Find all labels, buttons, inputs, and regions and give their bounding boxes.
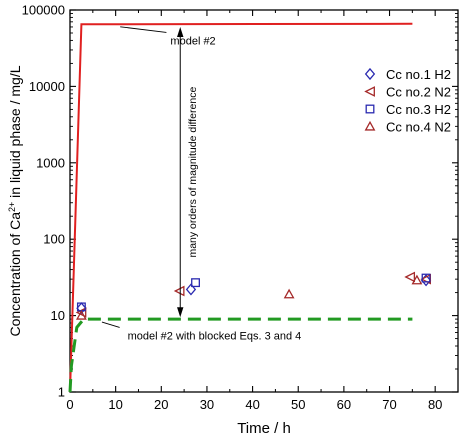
y-tick-label: 10000 (29, 79, 65, 94)
y-axis-label-superscript: 2+ (7, 202, 17, 212)
model-line (69, 22, 413, 393)
x-tick-label: 50 (291, 397, 305, 412)
magnitude-arrow-head-down (177, 307, 184, 318)
y-tick-label: 10 (51, 308, 65, 323)
x-tick-label: 30 (200, 397, 214, 412)
model-line-blocked (68, 317, 413, 393)
x-tick-label: 40 (245, 397, 259, 412)
x-tick-label: 80 (428, 397, 442, 412)
x-axis-label: Time / h (237, 420, 291, 436)
data-point-triangle-up (411, 274, 423, 285)
legend: Cc no.1 H2 Cc no.2 N2 Cc no.3 H2 Cc no.4 N2 (364, 67, 451, 135)
data-point-square (191, 278, 200, 288)
data-point-square (421, 273, 431, 283)
y-axis-label-text: Concentration of Ca (7, 212, 23, 337)
x-tick-label: 70 (382, 397, 396, 412)
annotation-model-label: model #2 (170, 35, 215, 47)
legend-label: Cc no.4 N2 (386, 120, 451, 135)
axis-ticks: 0 10 20 30 40 50 60 70 80 1 10 100 1000 10000 100000 (22, 3, 458, 412)
y-tick-label: 100 (43, 232, 65, 247)
y-axis-label-unit: in liquid phase / mg/L (7, 65, 23, 201)
y-tick-label: 100000 (22, 3, 65, 18)
data-point-triangle-up (283, 288, 295, 299)
legend-label: Cc no.1 H2 (386, 67, 451, 82)
y-axis-label: Concentration of Ca2+ in liquid phase / … (7, 65, 23, 336)
data-points (75, 271, 432, 320)
y-tick-label: 1000 (36, 155, 65, 170)
legend-marker-diamond (364, 67, 376, 81)
magnitude-arrow-head-up (177, 26, 184, 37)
data-point-triangle-up (76, 309, 87, 320)
data-point-diamond (76, 302, 87, 315)
annotations: model #2 model #2 with blocked Eqs. 3 and… (101, 26, 302, 342)
legend-marker-triangle-left (364, 86, 375, 97)
x-tick-label: 20 (154, 397, 168, 412)
x-tick-label: 10 (108, 397, 122, 412)
x-tick-label: 60 (337, 397, 351, 412)
model-lines (68, 22, 413, 393)
data-point-triangle-left (173, 285, 185, 297)
x-tick-label: 0 (66, 397, 73, 412)
legend-label: Cc no.3 H2 (386, 102, 451, 117)
legend-marker-square (365, 104, 375, 114)
legend-label: Cc no.2 N2 (386, 85, 451, 100)
plot-frame (69, 9, 459, 393)
data-point-diamond (185, 283, 197, 296)
annotation-blocked-label: model #2 with blocked Eqs. 3 and 4 (128, 330, 302, 342)
annotation-leader-line (120, 26, 167, 33)
data-point-triangle-left (404, 271, 416, 283)
annotation-leader-line (101, 321, 120, 328)
legend-marker-triangle-up (364, 120, 376, 131)
annotation-magnitude-label: many orders of magnitude difference (187, 87, 199, 258)
y-tick-label: 1 (58, 385, 65, 400)
